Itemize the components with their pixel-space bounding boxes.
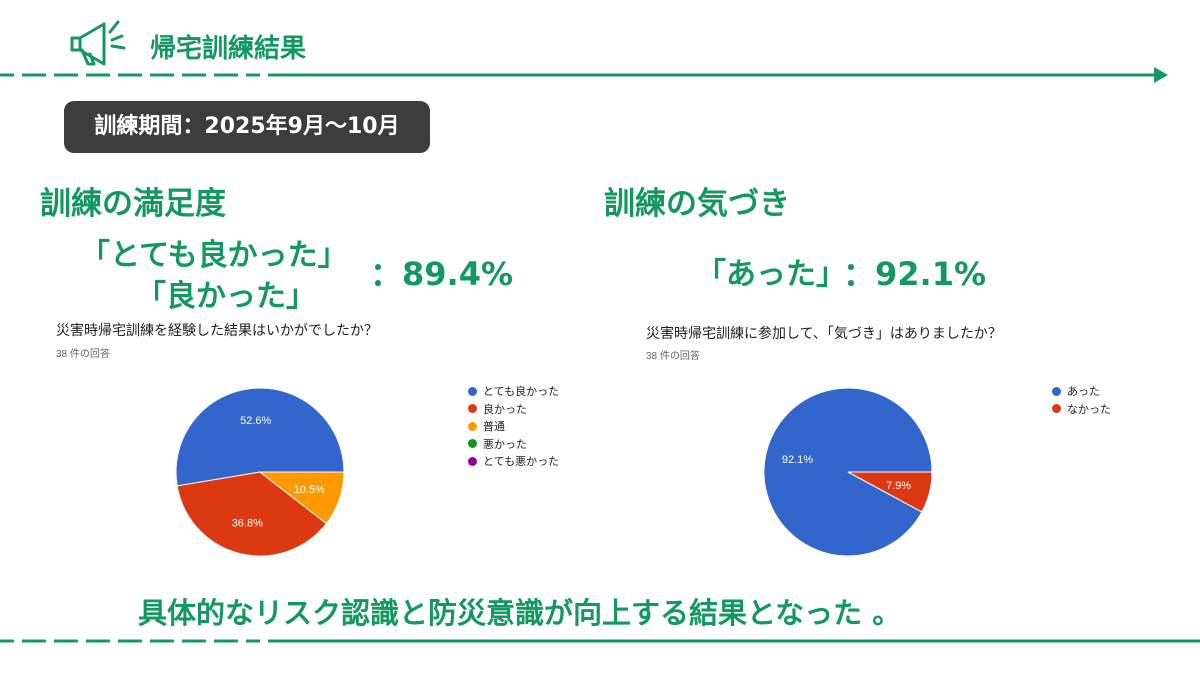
right-legend-label-1: なかった — [1067, 403, 1111, 416]
awareness-percent: ：92.1% — [843, 255, 987, 293]
left-legend-item-1: 良かった — [468, 402, 527, 416]
awareness-heading: 訓練の気づき — [604, 186, 790, 222]
right-legend-label-0: あった — [1067, 386, 1100, 398]
left-legend-label-0: とても良かった — [483, 386, 560, 398]
left-chart-response-count: 38 件の回答 — [56, 349, 110, 360]
conclusion-text: 具体的なリスク認識と防災意識が向上する結果となった 。 — [138, 596, 902, 630]
left-legend-swatch-0 — [468, 386, 477, 396]
left-pie-slice-label-0: 52.6% — [240, 415, 271, 427]
left-legend-label-3: 悪かった — [483, 438, 527, 451]
left-legend-label-1: 良かった — [483, 403, 527, 416]
satisfaction-percent: ：89.4% — [370, 255, 514, 293]
satisfaction-heading: 訓練の満足度 — [40, 186, 226, 222]
right-pie-slice-label-1: 7.9% — [886, 480, 911, 492]
right-legend-swatch-0 — [1052, 386, 1061, 396]
left-chart-legend: とても良かった 良かった普通悪かったとても悪かった — [468, 384, 608, 480]
top-divider-arrow — [0, 67, 1168, 83]
left-legend-item-3: 悪かった — [468, 437, 527, 451]
left-legend-label-2: 普通 — [483, 421, 505, 433]
right-pie-chart: 92.1% 7.9% — [763, 387, 933, 557]
left-pie-chart: 52.6% 36.8% 10.5% — [175, 387, 345, 557]
left-legend-swatch-1 — [468, 404, 477, 413]
training-period-badge: 訓練期間：2025年9月～10月 — [64, 101, 430, 153]
right-chart-response-count: 38 件の回答 — [646, 351, 700, 362]
awareness-quote: 「あった」 — [696, 257, 846, 292]
left-pie-slice-label-1: 36.8% — [232, 518, 263, 530]
bottom-divider — [0, 639, 1200, 643]
left-pie-slice-0 — [175, 387, 345, 487]
left-legend-item-2: 普通 — [468, 419, 505, 433]
satisfaction-quote-good: 「良かった」 — [136, 279, 316, 314]
left-legend-item-4: とても悪かった — [468, 454, 559, 468]
left-chart-title: 災害時帰宅訓練を経験した結果はいかがでしたか？ — [56, 322, 378, 338]
right-legend-item-0: あった — [1052, 384, 1100, 398]
left-pie-slice-1 — [176, 471, 328, 557]
satisfaction-quote-very-good: 「とても良かった」 — [80, 238, 348, 273]
right-chart-legend: あった なかった — [1052, 384, 1152, 424]
left-legend-item-0: とても良かった — [468, 384, 559, 398]
left-pie-slice-2 — [258, 471, 345, 525]
left-legend-swatch-3 — [468, 439, 477, 448]
left-legend-label-4: とても悪かった — [483, 456, 560, 468]
right-legend-item-1: なかった — [1052, 402, 1111, 416]
left-pie-slice-label-2: 10.5% — [294, 484, 325, 496]
right-pie-slice-1 — [847, 471, 933, 513]
right-pie-slice-label-0: 92.1% — [782, 454, 813, 466]
right-chart-title: 災害時帰宅訓練に参加して、「気づき」はありましたか？ — [646, 325, 1002, 341]
megaphone-icon — [70, 20, 126, 66]
right-legend-swatch-1 — [1052, 404, 1061, 413]
header-title: 帰宅訓練結果 — [150, 34, 307, 64]
left-legend-swatch-2 — [468, 421, 477, 431]
left-legend-swatch-4 — [468, 456, 477, 466]
